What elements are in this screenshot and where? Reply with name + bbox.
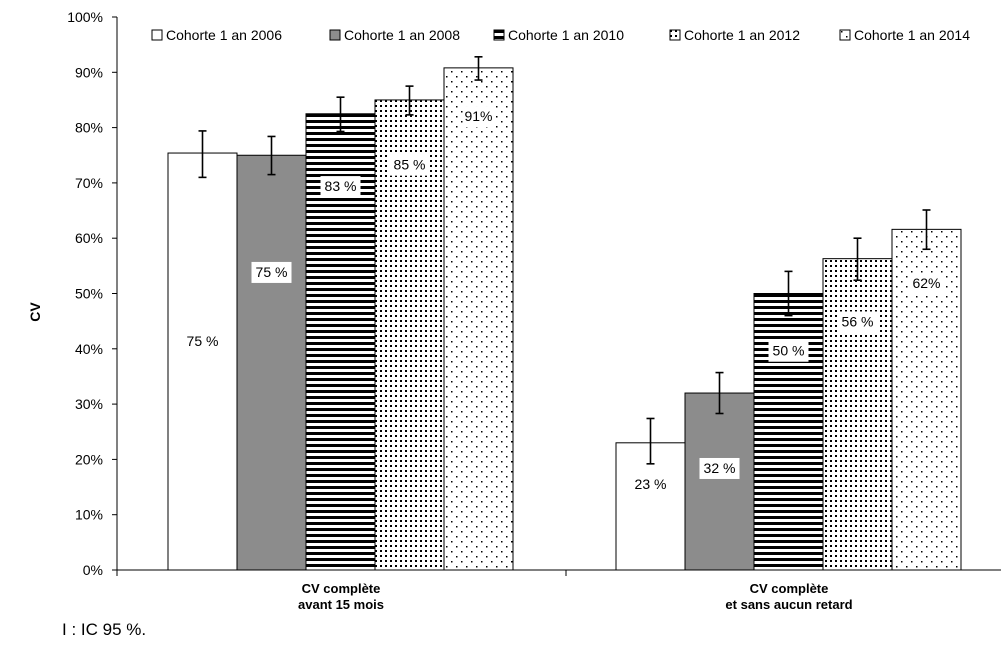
data-label-bg xyxy=(910,273,943,295)
data-label: 32 % xyxy=(704,460,736,476)
y-tick-label: 90% xyxy=(75,64,103,80)
x-category-label: CV complète xyxy=(750,581,829,596)
data-label: 75 % xyxy=(187,333,219,349)
bar xyxy=(753,293,824,571)
legend: Cohorte 1 an 2006 Cohorte 1 an 2008 Cohort… xyxy=(151,27,970,43)
bar xyxy=(443,67,514,571)
data-label: 62% xyxy=(912,275,940,291)
data-label-bg xyxy=(768,340,809,362)
legend-swatch xyxy=(493,29,505,41)
y-axis-title: CV xyxy=(27,302,43,322)
y-tick-label: 80% xyxy=(75,120,103,136)
chart: 0% 10% 20% 30% 40% 50% 60% 70% 80% 90% 100% CV CV co… xyxy=(27,9,1001,612)
legend-swatch xyxy=(329,29,341,41)
legend-label: Cohorte 1 an 2012 xyxy=(684,27,800,43)
legend-swatch xyxy=(839,29,851,41)
data-label-bg xyxy=(320,176,361,198)
y-tick-label: 70% xyxy=(75,175,103,191)
data-label-bg xyxy=(837,311,878,333)
axes: 0% 10% 20% 30% 40% 50% 60% 70% 80% 90% 100% CV CV co… xyxy=(27,9,1001,612)
legend-swatch xyxy=(669,29,681,41)
bar xyxy=(236,154,307,571)
data-label: 85 % xyxy=(394,157,426,173)
data-label-bg xyxy=(462,106,495,128)
bars xyxy=(167,56,962,571)
data-label-bg xyxy=(251,261,292,283)
legend-swatch xyxy=(151,29,163,41)
bar xyxy=(684,392,755,571)
bar xyxy=(822,258,893,571)
x-category-label: CV complète xyxy=(302,581,381,596)
y-tick-label: 50% xyxy=(75,286,103,302)
x-category-label: avant 15 mois xyxy=(298,597,384,612)
data-label-bg xyxy=(699,457,740,479)
data-label: 91% xyxy=(464,108,492,124)
legend-label: Cohorte 1 an 2014 xyxy=(854,27,970,43)
y-tick-label: 20% xyxy=(75,451,103,467)
data-label: 23 % xyxy=(635,476,667,492)
x-category-label: et sans aucun retard xyxy=(725,597,852,612)
data-label: 75 % xyxy=(256,264,288,280)
data-label: 83 % xyxy=(325,178,357,194)
legend-label: Cohorte 1 an 2006 xyxy=(166,27,282,43)
y-tick-label: 40% xyxy=(75,341,103,357)
y-tick-label: 60% xyxy=(75,230,103,246)
y-tick-label: 0% xyxy=(83,562,103,578)
data-label-bg xyxy=(389,154,430,176)
y-tick-label: 10% xyxy=(75,507,103,523)
legend-label: Cohorte 1 an 2010 xyxy=(508,27,624,43)
data-labels: 75 % 23 % 75 % 32 % 83 % 50 % 85 % 56 % 91% 62% xyxy=(187,106,943,492)
data-label: 50 % xyxy=(773,343,805,359)
y-tick-label: 100% xyxy=(67,9,103,25)
bar xyxy=(167,152,238,571)
legend-label: Cohorte 1 an 2008 xyxy=(344,27,460,43)
y-tick-label: 30% xyxy=(75,396,103,412)
footnote: I : IC 95 %. xyxy=(62,620,147,639)
data-label: 56 % xyxy=(842,313,874,329)
bar xyxy=(374,99,445,571)
